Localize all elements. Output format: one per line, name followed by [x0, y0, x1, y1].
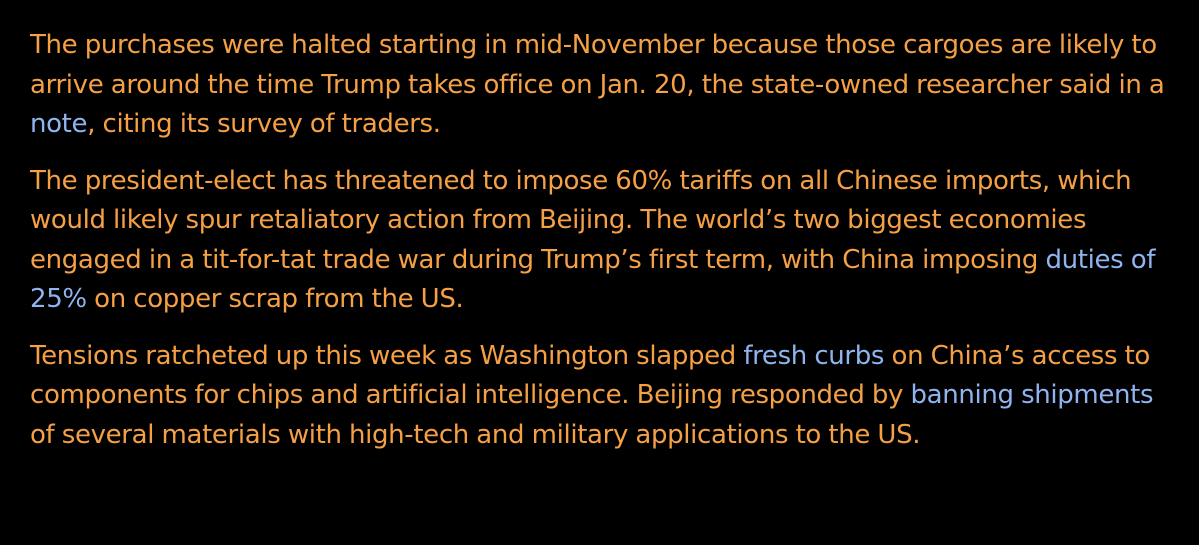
- paragraph-text: on copper scrap from the US.: [86, 284, 464, 314]
- note-link[interactable]: note: [30, 109, 88, 139]
- paragraph-text: of several materials with high-tech and …: [30, 419, 921, 450]
- paragraph-purchases-halted: The purchases were halted starting in mi…: [30, 26, 1175, 145]
- fresh-curbs-link[interactable]: fresh curbs: [743, 340, 885, 371]
- article-body: The purchases were halted starting in mi…: [30, 26, 1175, 472]
- paragraph-text: on China’s access to components for chip…: [30, 340, 1150, 411]
- banning-shipments-link[interactable]: banning shipments: [910, 380, 1154, 410]
- paragraph-text: Tensions ratcheted up this week as Washi…: [30, 340, 744, 371]
- duties-link[interactable]: duties of 25%: [30, 244, 1156, 315]
- paragraph-text: The purchases were halted starting in mi…: [30, 30, 1165, 100]
- paragraph-tariff-threat: The president-elect has threatened to im…: [30, 162, 1175, 320]
- paragraph-text: , citing its survey of traders.: [87, 109, 441, 139]
- paragraph-tensions: Tensions ratcheted up this week as Washi…: [30, 337, 1175, 456]
- paragraph-text: The president-elect has threatened to im…: [30, 165, 1132, 275]
